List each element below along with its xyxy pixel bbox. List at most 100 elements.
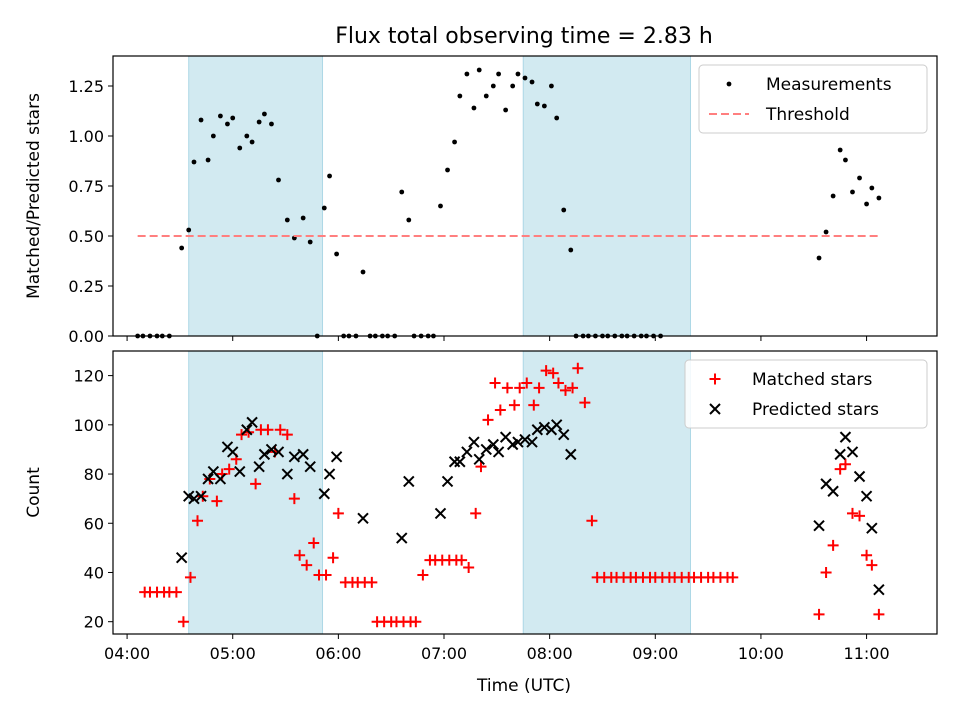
measurement-point (529, 79, 535, 85)
predicted-star-marker (461, 446, 473, 458)
matched-star-marker (262, 424, 274, 436)
bottom-x-tick-label: 10:00 (738, 644, 784, 663)
predicted-star-marker (246, 416, 258, 429)
measurement-point (445, 167, 450, 173)
bottom-x-tick-label: 09:00 (632, 644, 678, 663)
top-axes-frame (112, 55, 938, 337)
predicted-star-marker (396, 532, 408, 544)
measurement-point (244, 133, 250, 139)
measurement-point (276, 177, 281, 183)
measurement-point (307, 239, 313, 245)
measurement-point (210, 133, 216, 139)
matched-star-marker (552, 377, 564, 389)
predicted-star-marker (839, 431, 852, 443)
top-legend-label: Measurements (766, 75, 892, 95)
matched-star-marker (846, 507, 858, 519)
matched-star-marker (508, 399, 520, 411)
predicted-star-marker (519, 433, 531, 446)
predicted-star-marker (304, 460, 316, 473)
measurement-point (837, 147, 843, 153)
measurement-point (300, 215, 306, 221)
matched-star-marker (184, 571, 196, 583)
predicted-star-marker (253, 460, 265, 473)
matched-star-marker (501, 382, 513, 394)
matched-star-marker (274, 424, 286, 436)
bottom-x-tick-label: 06:00 (315, 644, 361, 663)
predicted-star-marker (480, 443, 492, 456)
measurement-point (554, 115, 560, 121)
predicted-star-marker (565, 448, 577, 461)
top-y-tick-label: 0.50 (68, 227, 104, 246)
predicted-star-marker (827, 485, 839, 497)
measurement-point (490, 83, 496, 89)
predicted-star-marker (531, 424, 544, 436)
measurement-point (334, 251, 340, 257)
measurement-point (816, 255, 822, 261)
bottom-legend-label: Predicted stars (752, 400, 879, 420)
bottom-axes-frame (112, 350, 938, 635)
matched-star-marker (873, 608, 885, 620)
matched-star-marker (839, 458, 851, 470)
measurement-point (496, 71, 501, 77)
predicted-star-marker (318, 488, 330, 500)
predicted-star-marker (234, 465, 246, 478)
measurement-point (237, 145, 243, 151)
predicted-star-marker (853, 470, 866, 483)
predicted-star-marker (258, 448, 271, 461)
matched-star-marker (308, 537, 320, 549)
measurement-point (568, 247, 574, 253)
matched-star-marker (489, 377, 501, 389)
bottom-y-tick-label: 100 (73, 416, 104, 435)
predicted-star-marker (860, 490, 873, 502)
measurement-point (561, 207, 567, 213)
matched-star-marker (366, 576, 378, 588)
top-y-tick-label: 0.75 (68, 177, 104, 196)
matched-star-marker (475, 461, 487, 473)
measurement-point (476, 67, 482, 73)
bottom-x-tick-label: 04:00 (104, 644, 150, 663)
bottom-legend (684, 359, 928, 429)
measurement-point (256, 119, 262, 125)
matched-star-marker (192, 515, 204, 527)
predicted-star-marker (330, 451, 343, 463)
top-y-axis-label: Matched/Predicted stars (24, 93, 44, 299)
figure-title: Flux total observing time = 2.83 h (335, 24, 713, 49)
predicted-star-marker (813, 520, 825, 532)
measurement-point (179, 245, 185, 251)
matched-star-marker (463, 562, 475, 574)
predicted-star-marker (468, 436, 480, 448)
matched-star-marker (410, 616, 422, 628)
matched-star-marker (866, 559, 878, 571)
measurement-point (198, 117, 204, 123)
bottom-panel: 20 40 60 80 100 120 04:00 05:00 06:00 07:00 08:00 0… (24, 350, 938, 663)
matched-star-marker (250, 478, 262, 490)
x-axis-label: Time (UTC) (476, 676, 571, 696)
bottom-y-tick-label: 80 (84, 465, 104, 484)
predicted-star-marker (473, 453, 485, 465)
measurement-point (876, 195, 882, 201)
predicted-star-marker (202, 473, 214, 485)
predicted-star-marker (526, 436, 538, 448)
predicted-star-marker (188, 492, 200, 505)
top-y-tick-label: 0.25 (68, 277, 104, 296)
bottom-y-tick-label: 60 (84, 514, 104, 533)
top-y-tick-label: 1.25 (68, 77, 104, 96)
matched-star-marker (586, 515, 598, 527)
matched-star-marker (567, 382, 579, 394)
predicted-star-marker (550, 419, 563, 431)
measurement-point (857, 175, 862, 181)
top-shaded-interval (188, 55, 324, 337)
matched-star-marker (320, 569, 332, 581)
matched-star-marker (470, 507, 482, 519)
predicted-star-marker (297, 448, 309, 461)
matched-star-marker (533, 382, 545, 394)
bottom-shaded-interval (522, 350, 692, 635)
measurement-point (869, 185, 875, 191)
matched-star-marker (861, 549, 873, 561)
predicted-star-marker (175, 552, 188, 564)
measurement-point (522, 75, 528, 81)
predicted-star-marker (195, 490, 207, 502)
top-y-tick-label: 0.00 (68, 327, 104, 346)
measurement-point (438, 203, 443, 209)
bottom-y-axis-label: Count (24, 467, 44, 518)
